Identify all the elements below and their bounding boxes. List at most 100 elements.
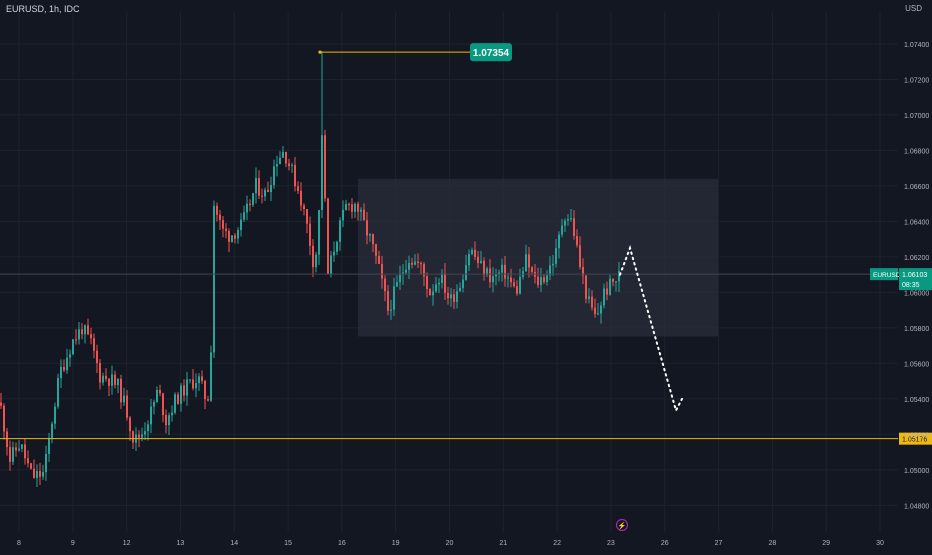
candle-body [528,254,530,268]
candle-body [459,287,461,292]
candle-body [147,424,149,432]
candle-body [225,228,227,231]
x-tick-label: 27 [715,540,723,547]
candle-body [537,276,539,286]
candle-body [462,279,464,288]
candle-body [0,402,2,406]
candle-body [612,278,614,282]
y-tick-label: 1.05400 [904,397,929,404]
candle-body [498,272,500,275]
support-level-label: 1.05176 [902,437,927,444]
x-tick-label: 22 [553,540,561,547]
candle-body [294,164,296,187]
candle-body [183,385,185,396]
candle-body [153,401,155,407]
candle-body [393,286,395,310]
candle-body [30,463,32,469]
candle-body [375,244,377,256]
candle-body [420,263,422,265]
candle-body [108,378,110,386]
candle-body [42,472,44,477]
candle-body [378,255,380,264]
x-tick-label: 30 [876,540,884,547]
candle-body [24,444,26,459]
y-tick-label: 1.06000 [904,290,929,297]
candle-body [150,406,152,425]
candle-body [27,458,29,464]
candle-body [273,166,275,185]
events-marker-glyph: ⚡ [618,521,627,530]
candle-body [480,260,482,263]
candle-body [543,277,545,283]
candle-body [300,190,302,206]
candle-body [267,189,269,193]
candle-body [318,209,320,255]
candle-body [477,256,479,263]
symbol-tag [870,268,898,281]
candle-body [252,193,254,205]
candle-body [570,218,572,220]
candle-body [414,261,416,265]
candle-body [516,286,518,294]
candle-body [540,277,542,286]
currency-label: USD [905,4,922,13]
candle-body [90,334,92,339]
y-tick-label: 1.05200 [904,432,929,439]
high-annotation-box [470,43,512,62]
candle-body [468,254,470,266]
candle-body [111,374,113,386]
candle-body [417,261,419,264]
candles [0,52,620,487]
current-price-tag [899,268,932,291]
levels: 1.05176 EURUSD 1.06103 08:35 1.07354 [0,43,932,445]
candle-body [66,357,68,371]
candle-body [510,277,512,283]
candle-body [402,272,404,275]
candle-body [96,350,98,364]
candle-body [381,263,383,279]
candle-body [240,219,242,231]
candle-body [453,294,455,302]
candle-body [117,378,119,386]
candle-body [600,305,602,314]
candle-body [399,274,401,283]
candle-body [474,249,476,257]
candle-body [582,267,584,276]
candle-body [432,291,434,296]
candle-body [495,274,497,277]
candle-body [93,338,95,351]
candle-body [504,264,506,279]
candle-body [507,277,509,279]
candle-body [525,254,527,272]
candle-body [72,339,74,355]
candle-body [423,264,425,277]
candle-body [558,234,560,249]
candle-body [102,375,104,383]
y-tick-label: 1.06200 [904,255,929,262]
candle-body [606,288,608,295]
candle-body [447,292,449,299]
candle-body [618,270,620,282]
candle-body [237,230,239,239]
candle-body [264,189,266,197]
candle-body [216,205,218,215]
candle-body [243,212,245,220]
candle-body [309,223,311,246]
candle-body [126,395,128,418]
candle-body [390,309,392,311]
symbol-tag-label: EURUSD [873,272,901,279]
candle-body [234,235,236,239]
candle-body [315,254,317,268]
candle-body [231,235,233,242]
candle-body [63,366,65,371]
projection-path [619,244,683,414]
candle-body [306,209,308,224]
candle-body [12,447,14,462]
candle-body [483,260,485,276]
x-tick-label: 16 [338,540,346,547]
candle-body [405,269,407,273]
candle-body [303,205,305,210]
candle-body [258,178,260,196]
